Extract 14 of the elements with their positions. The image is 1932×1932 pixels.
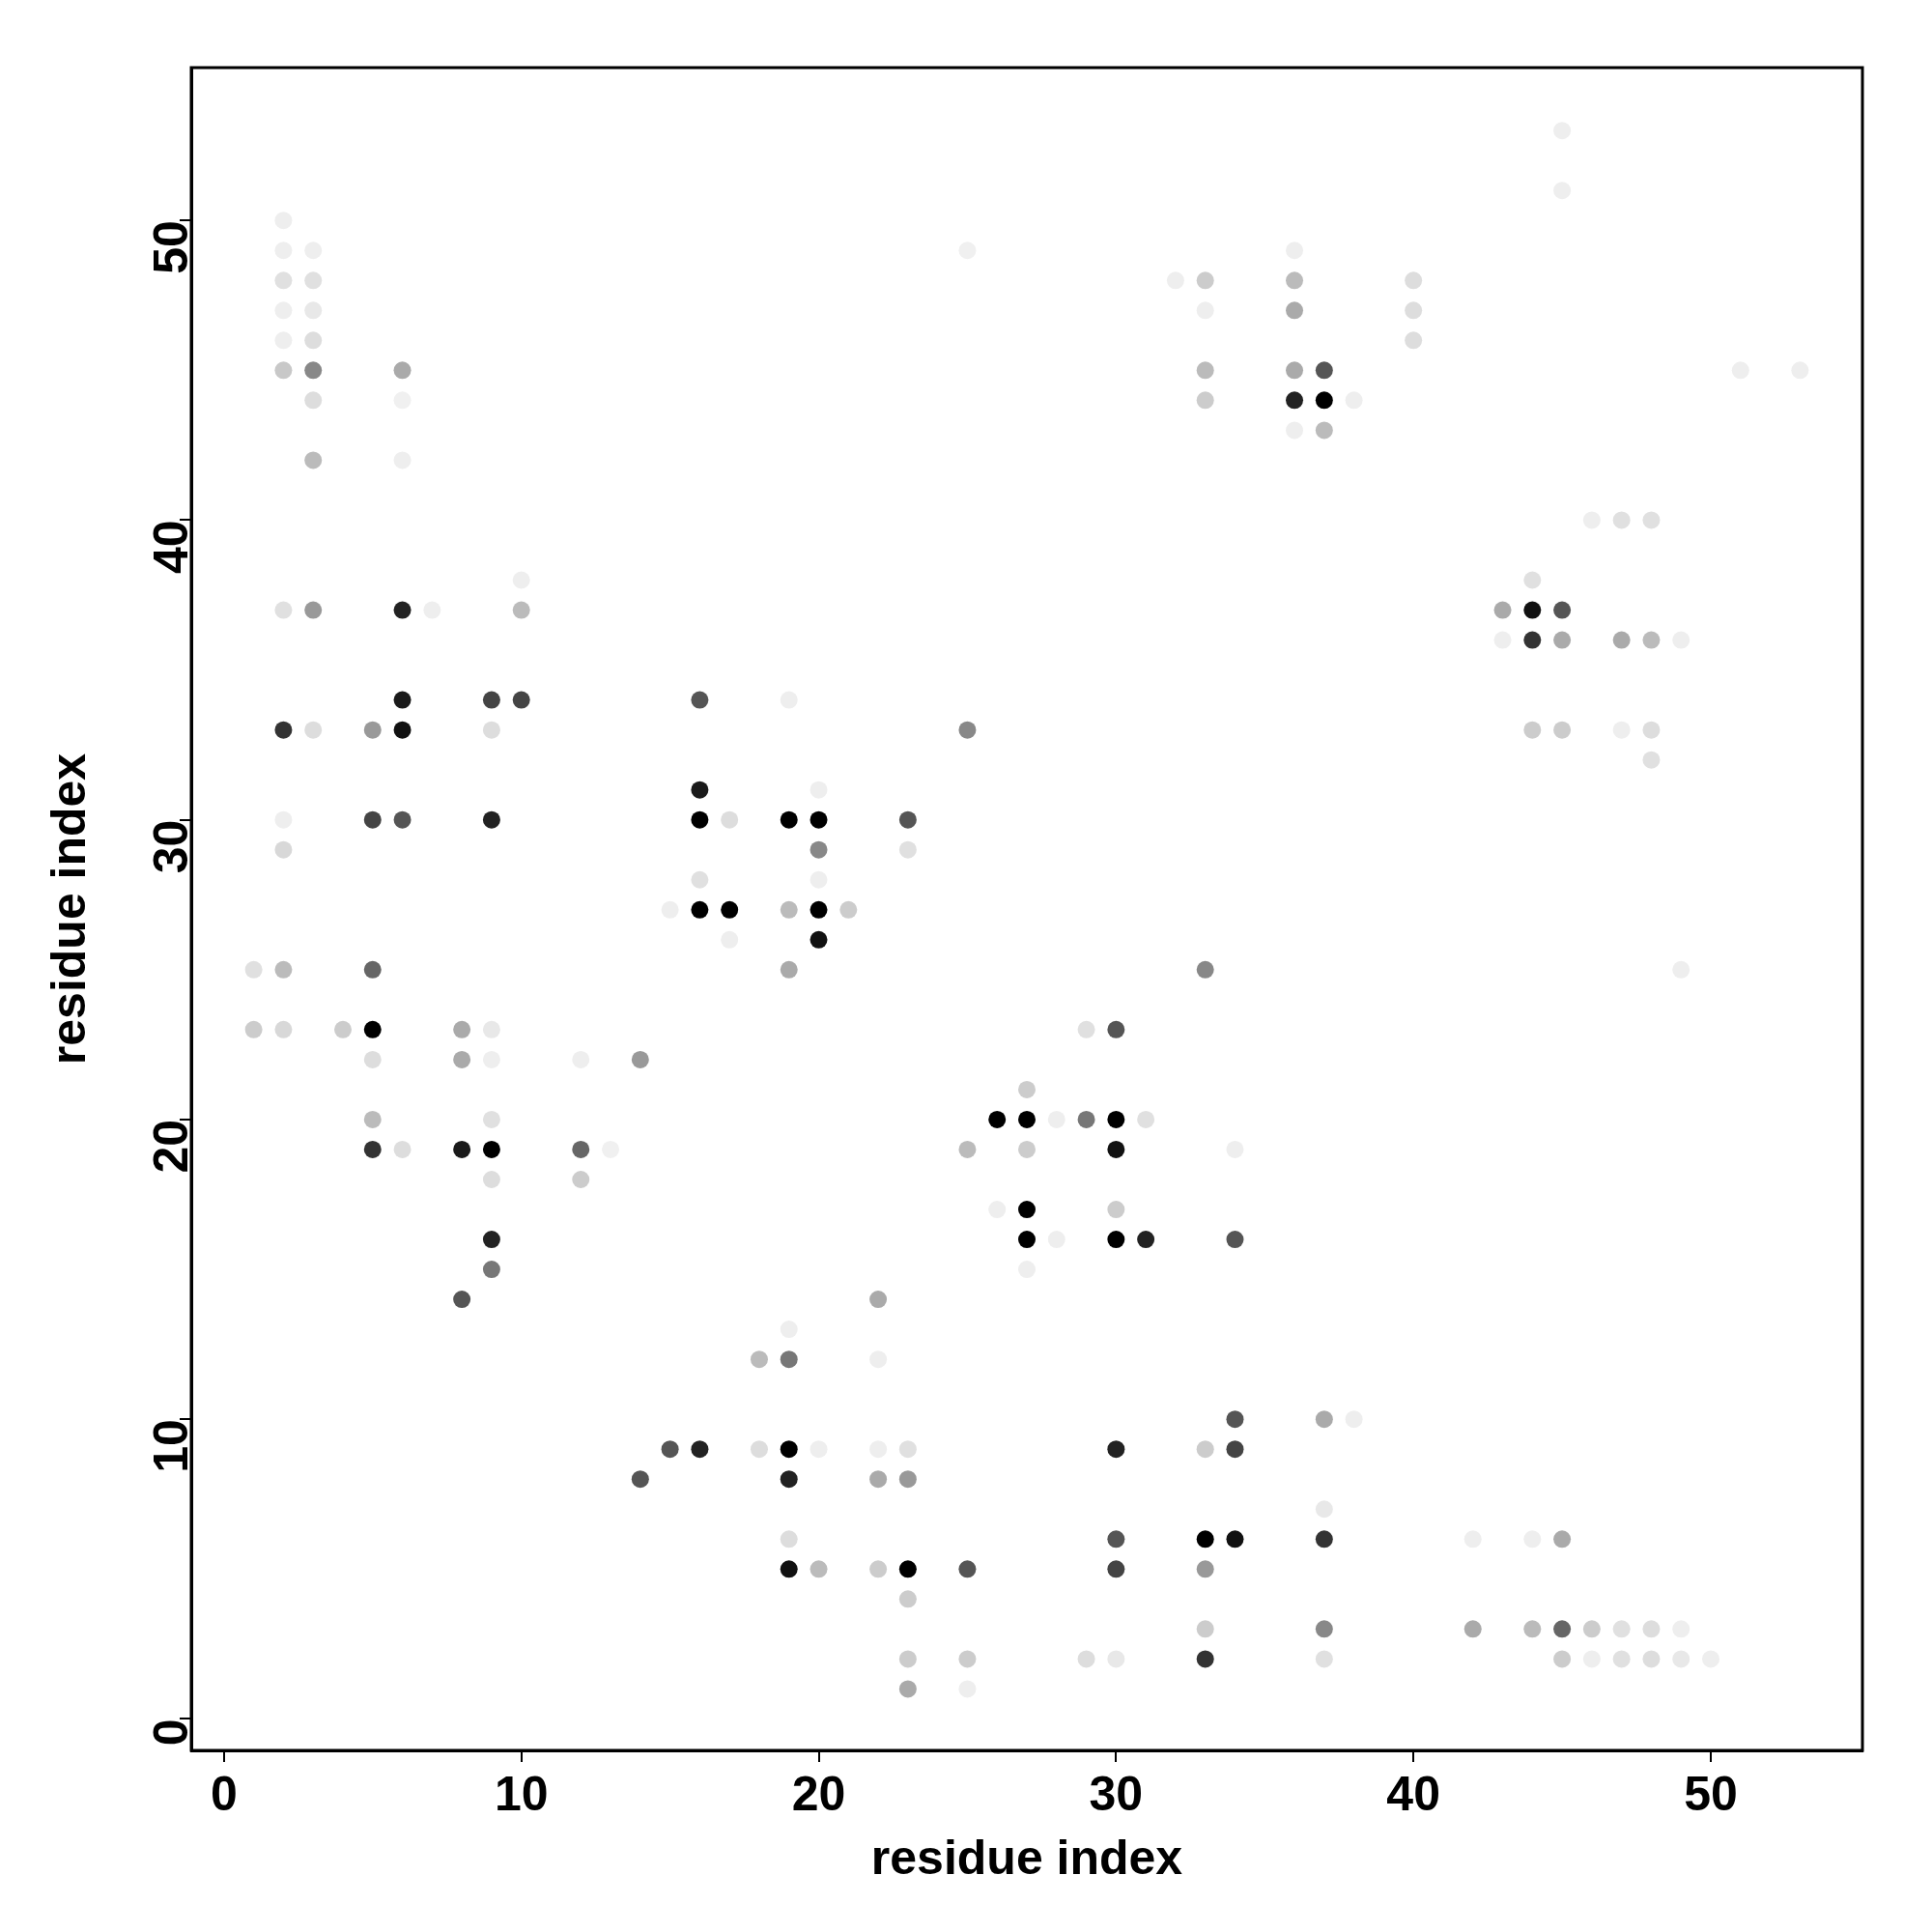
y-tick-label: 30	[143, 819, 198, 874]
y-tick-label: 0	[143, 1719, 198, 1747]
x-tick-label: 40	[1386, 1766, 1440, 1821]
y-axis-title: residue index	[41, 753, 96, 1065]
y-tick-label: 50	[143, 220, 198, 274]
x-tick-label: 20	[791, 1766, 846, 1821]
x-tick-label: 30	[1089, 1766, 1144, 1821]
y-tick-label: 20	[143, 1119, 198, 1174]
x-tick-label: 50	[1684, 1766, 1738, 1821]
x-tick-label: 0	[210, 1766, 238, 1821]
y-tick-label: 10	[143, 1419, 198, 1473]
x-axis-title: residue index	[870, 1830, 1183, 1885]
y-tick-label: 40	[143, 520, 198, 575]
x-tick-label: 10	[494, 1766, 549, 1821]
